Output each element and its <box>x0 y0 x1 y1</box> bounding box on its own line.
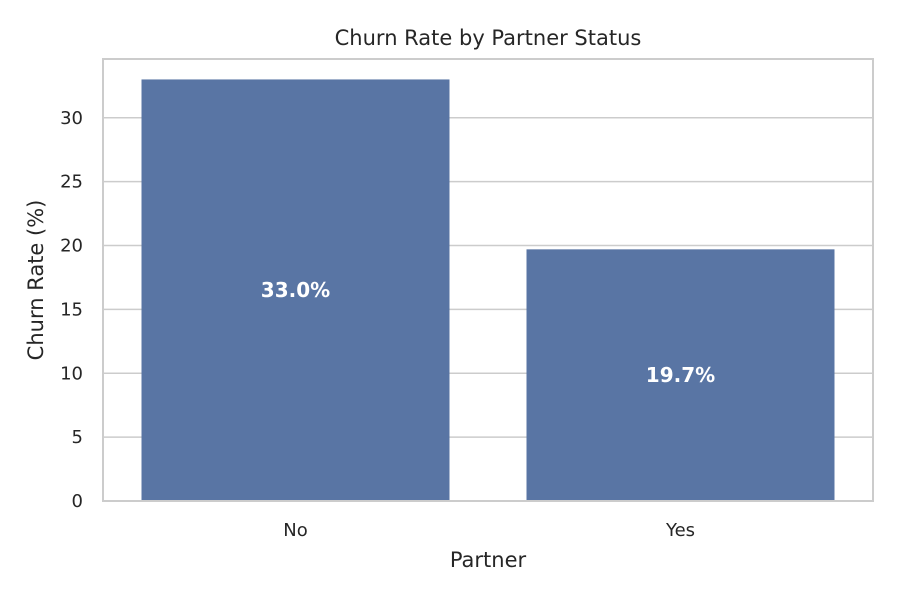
chart-title: Churn Rate by Partner Status <box>335 26 642 50</box>
y-tick-label: 0 <box>72 491 83 512</box>
bar-data-labels: 33.0% 19.7% <box>261 278 715 387</box>
y-tick-label: 5 <box>72 427 83 448</box>
y-tick-label: 20 <box>60 236 83 257</box>
y-axis-label: Churn Rate (%) <box>24 200 48 361</box>
bar <box>141 79 450 502</box>
bar <box>526 249 835 501</box>
y-tick-label: 25 <box>60 172 83 193</box>
x-axis-ticks: No Yes <box>283 520 695 541</box>
bar-data-label: 19.7% <box>646 363 715 387</box>
bar-data-label: 33.0% <box>261 278 330 302</box>
x-tick-label: Yes <box>665 520 695 541</box>
y-tick-label: 30 <box>60 108 83 129</box>
plot-frame <box>102 58 874 502</box>
x-axis-label: Partner <box>450 548 527 572</box>
y-tick-label: 15 <box>60 299 83 320</box>
x-tick-label: No <box>283 520 307 541</box>
bars <box>141 79 835 502</box>
y-axis-ticks: 0 5 10 15 20 25 30 <box>60 108 83 512</box>
y-tick-label: 10 <box>60 363 83 384</box>
